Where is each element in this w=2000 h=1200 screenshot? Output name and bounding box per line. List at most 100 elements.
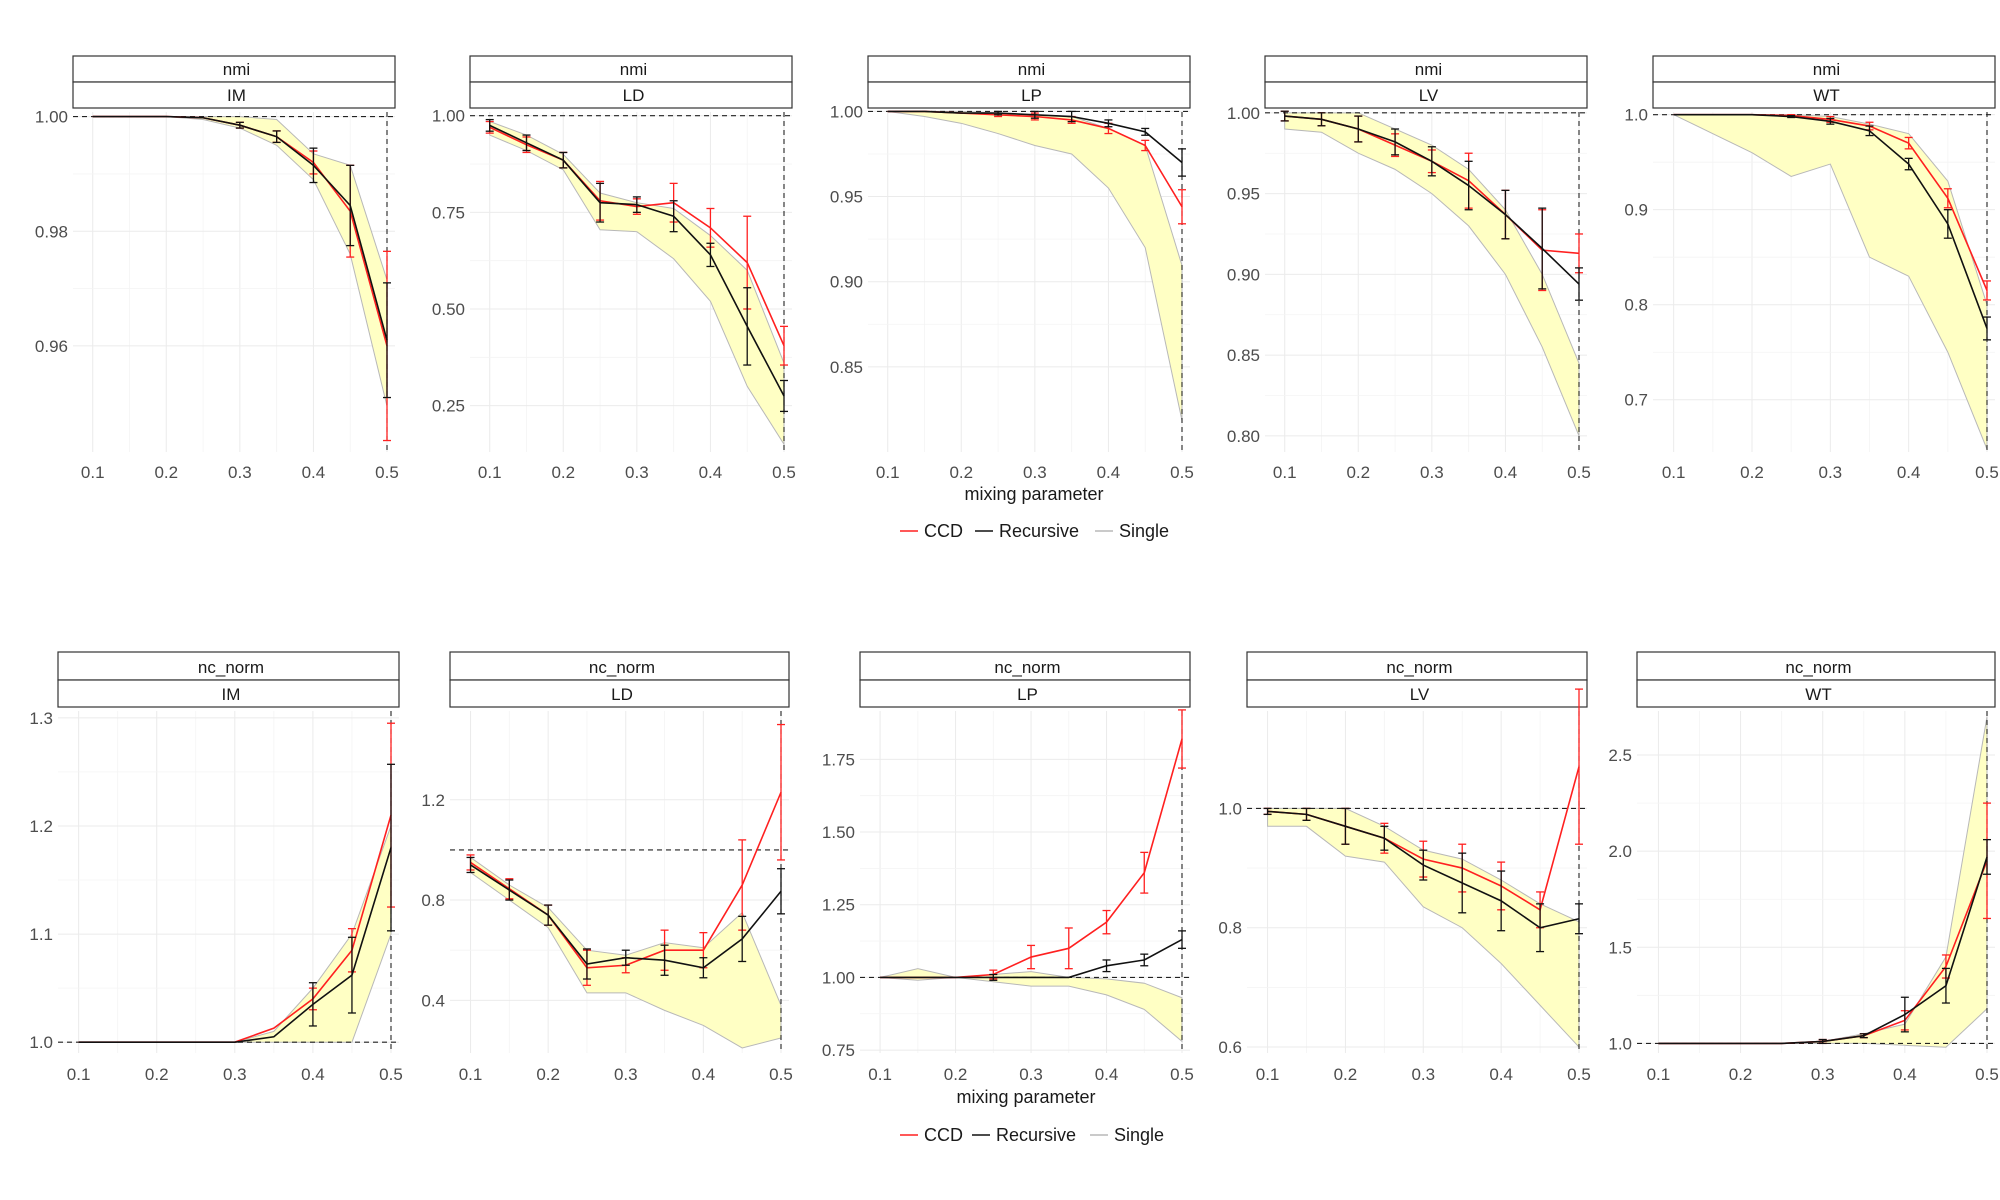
x-tick-label: 0.2 bbox=[944, 1065, 968, 1084]
x-tick-label: 0.1 bbox=[1256, 1065, 1280, 1084]
y-tick-label: 0.6 bbox=[1218, 1038, 1242, 1057]
x-tick-label: 0.1 bbox=[1662, 463, 1686, 482]
x-tick-label: 0.4 bbox=[1897, 463, 1921, 482]
x-tick-label: 0.3 bbox=[625, 463, 649, 482]
x-tick-label: 0.3 bbox=[1811, 1065, 1835, 1084]
strip-box-metric bbox=[469, 55, 793, 83]
panel-nc_norm-LP: nc_norm LP 0.1 0.2 0.3 0.4 0.5 0.75 1.00 1.25 1.50… bbox=[822, 651, 1194, 1084]
y-tick-label: 1.00 bbox=[35, 108, 68, 127]
x-tick-label: 0.4 bbox=[1893, 1065, 1917, 1084]
y-tick-label: 1.50 bbox=[822, 823, 855, 842]
legend-label-single: Single bbox=[1114, 1125, 1164, 1145]
legend-label-recursive: Recursive bbox=[999, 521, 1079, 541]
y-tick-label: 1.00 bbox=[822, 968, 855, 987]
x-tick-label: 0.1 bbox=[1273, 463, 1297, 482]
series-line-recursive bbox=[78, 847, 392, 1043]
y-tick-label: 1.5 bbox=[1608, 938, 1632, 957]
strip-label-method: WT bbox=[1805, 685, 1831, 704]
x-tick-label: 0.3 bbox=[223, 1065, 247, 1084]
x-tick-label: 0.1 bbox=[876, 463, 900, 482]
legend-label-ccd: CCD bbox=[924, 521, 963, 541]
series-recursive bbox=[92, 115, 391, 399]
y-tick-label: 1.00 bbox=[830, 102, 863, 121]
y-tick-label: 0.98 bbox=[35, 222, 68, 241]
strip-box-method bbox=[449, 679, 790, 708]
y-tick-label: 2.5 bbox=[1608, 746, 1632, 765]
y-tick-label: 0.7 bbox=[1624, 391, 1648, 410]
y-tick-label: 1.0 bbox=[1624, 106, 1648, 125]
x-tick-label: 0.1 bbox=[1647, 1065, 1671, 1084]
y-tick-label: 1.1 bbox=[29, 925, 53, 944]
series-ccd bbox=[880, 709, 1186, 980]
x-tick-label: 0.3 bbox=[1019, 1065, 1043, 1084]
strip-box-metric bbox=[72, 55, 396, 83]
x-tick-label: 0.2 bbox=[1740, 463, 1764, 482]
y-tick-label: 2.0 bbox=[1608, 842, 1632, 861]
y-tick-label: 0.25 bbox=[432, 397, 465, 416]
series-recursive bbox=[1658, 838, 1991, 1045]
series-recursive bbox=[1673, 113, 1991, 341]
y-tick-label: 0.8 bbox=[421, 891, 445, 910]
strip-box-method bbox=[469, 81, 793, 109]
strip-label-method: IM bbox=[222, 685, 241, 704]
x-tick-label: 0.5 bbox=[1567, 463, 1591, 482]
y-tick-label: 1.3 bbox=[29, 709, 53, 728]
x-tick-label: 0.4 bbox=[302, 463, 326, 482]
strip-label-metric: nmi bbox=[1813, 60, 1840, 79]
y-tick-label: 1.75 bbox=[822, 750, 855, 769]
panel-nmi-LV: nmi LV 0.1 0.2 0.3 0.4 0.5 0.80 0.85 0.90 0.95 1.00 bbox=[1227, 55, 1591, 482]
y-tick-label: 0.90 bbox=[830, 273, 863, 292]
strip-label-method: IM bbox=[227, 86, 246, 105]
y-tick-label: 0.75 bbox=[822, 1041, 855, 1060]
x-tick-label: 0.5 bbox=[379, 1065, 403, 1084]
strip-box-method bbox=[867, 81, 1191, 109]
x-tick-label: 0.4 bbox=[1095, 1065, 1119, 1084]
y-tick-label: 1.0 bbox=[1218, 799, 1242, 818]
y-tick-label: 1.2 bbox=[29, 817, 53, 836]
strip-label-metric: nc_norm bbox=[1386, 658, 1452, 677]
series-recursive bbox=[1280, 110, 1583, 301]
strip-box-method bbox=[1636, 679, 1996, 708]
x-tick-label: 0.4 bbox=[692, 1065, 716, 1084]
strip-label-method: LD bbox=[623, 86, 645, 105]
x-tick-label: 0.5 bbox=[375, 463, 399, 482]
x-tick-label: 0.4 bbox=[699, 463, 723, 482]
strip-box-metric bbox=[1636, 651, 1996, 681]
strip-box-metric bbox=[867, 55, 1191, 83]
y-tick-label: 1.25 bbox=[822, 896, 855, 915]
x-tick-label: 0.5 bbox=[1975, 1065, 1999, 1084]
x-tick-label: 0.1 bbox=[459, 1065, 483, 1084]
x-axis-title-row2: mixing parameter bbox=[956, 1087, 1095, 1107]
strip-label-metric: nmi bbox=[223, 60, 250, 79]
legend-label-single: Single bbox=[1119, 521, 1169, 541]
panel-nc_norm-WT: nc_norm WT 0.1 0.2 0.3 0.4 0.5 1.0 1.5 2.0 2.5 bbox=[1608, 651, 1999, 1084]
strip-box-metric bbox=[1246, 651, 1588, 681]
x-tick-label: 0.3 bbox=[1023, 463, 1047, 482]
x-tick-label: 0.3 bbox=[1411, 1065, 1435, 1084]
series-recursive bbox=[1263, 807, 1583, 953]
x-tick-label: 0.3 bbox=[228, 463, 252, 482]
strip-label-method: WT bbox=[1813, 86, 1839, 105]
x-tick-label: 0.4 bbox=[1489, 1065, 1513, 1084]
series-line-recursive bbox=[880, 938, 1183, 979]
series-recursive bbox=[880, 930, 1186, 981]
y-tick-label: 0.85 bbox=[1227, 346, 1260, 365]
x-tick-label: 0.4 bbox=[1097, 463, 1121, 482]
strip-box-method bbox=[72, 81, 396, 109]
x-axis-title-row1: mixing parameter bbox=[964, 484, 1103, 504]
x-tick-label: 0.2 bbox=[145, 1065, 169, 1084]
y-tick-label: 0.4 bbox=[421, 991, 445, 1010]
x-tick-label: 0.5 bbox=[1975, 463, 1999, 482]
legend-row2: CCD Recursive Single bbox=[900, 1125, 1164, 1145]
x-tick-label: 0.1 bbox=[67, 1065, 91, 1084]
series-recursive bbox=[78, 763, 395, 1043]
x-tick-label: 0.2 bbox=[536, 1065, 560, 1084]
y-tick-label: 1.0 bbox=[29, 1033, 53, 1052]
panel-nc_norm-LV: nc_norm LV 0.1 0.2 0.3 0.4 0.5 0.6 0.8 1.0 bbox=[1218, 651, 1591, 1084]
y-tick-label: 0.95 bbox=[830, 188, 863, 207]
x-tick-label: 0.5 bbox=[772, 463, 796, 482]
strip-label-method: LV bbox=[1410, 685, 1430, 704]
y-tick-label: 0.95 bbox=[1227, 185, 1260, 204]
panel-nmi-LP: nmi LP 0.1 0.2 0.3 0.4 0.5 0.85 0.90 0.95 1.00 bbox=[830, 55, 1194, 482]
